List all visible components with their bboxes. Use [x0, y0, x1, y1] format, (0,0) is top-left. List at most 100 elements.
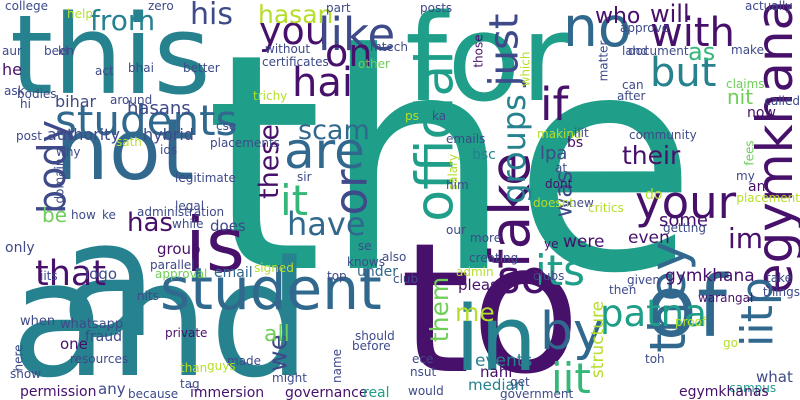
cloud-word: given	[627, 273, 661, 287]
cloud-word: ye	[544, 237, 559, 251]
cloud-word: if	[540, 78, 569, 131]
cloud-word: this	[10, 0, 211, 119]
cloud-word: me	[455, 298, 495, 327]
cloud-word: called	[764, 94, 800, 108]
cloud-word: please	[458, 276, 508, 294]
cloud-word: and	[10, 226, 312, 400]
cloud-word: at	[555, 161, 568, 175]
cloud-word: fees	[742, 140, 757, 166]
cloud-word: like	[318, 8, 396, 61]
cloud-word: knows	[347, 255, 385, 269]
cloud-word: aur	[2, 44, 22, 58]
cloud-word: are	[284, 122, 365, 180]
cloud-word: it	[280, 176, 309, 225]
cloud-word: median	[468, 376, 525, 394]
cloud-word: the	[205, 0, 698, 339]
cloud-word: help	[67, 7, 93, 21]
cloud-word: groups	[494, 94, 533, 204]
cloud-word: placement	[736, 191, 800, 205]
cloud-word: bhai	[128, 61, 154, 75]
cloud-word: ask	[4, 84, 25, 98]
cloud-word: so	[497, 251, 548, 304]
cloud-word: egymkhanas	[679, 384, 769, 400]
cloud-word: cse	[216, 119, 237, 133]
cloud-word: go	[723, 336, 738, 350]
cloud-word: get	[510, 375, 530, 389]
cloud-word: signed	[254, 261, 294, 275]
cloud-word: without	[265, 42, 311, 56]
cloud-word: he	[2, 60, 22, 79]
cloud-word: any	[98, 380, 126, 398]
cloud-word: here	[11, 344, 26, 372]
cloud-word: were	[563, 232, 605, 252]
cloud-word: do	[645, 187, 663, 203]
cloud-word: only	[5, 240, 35, 256]
cloud-word: hai	[292, 60, 353, 106]
cloud-word: show	[10, 367, 42, 381]
cloud-word: because	[128, 387, 179, 400]
cloud-word: getting	[663, 221, 706, 235]
cloud-word: authority	[47, 125, 120, 144]
cloud-word: club	[393, 272, 419, 286]
cloud-word: them	[425, 276, 455, 343]
cloud-word: toh	[645, 352, 665, 366]
cloud-word: email	[214, 265, 253, 281]
cloud-word: logo	[85, 265, 118, 283]
cloud-word: creating	[469, 251, 519, 265]
cloud-word: now	[747, 105, 776, 121]
cloud-word: zero	[148, 0, 174, 13]
cloud-word: who	[595, 4, 641, 29]
cloud-word: nit	[727, 85, 754, 109]
cloud-word: after	[617, 89, 646, 103]
cloud-word: you	[259, 9, 329, 53]
cloud-word: from	[90, 4, 156, 37]
cloud-word: no	[563, 0, 632, 59]
cloud-word: events	[475, 351, 533, 371]
cloud-word: name	[330, 348, 345, 384]
cloud-word: one	[60, 335, 88, 353]
cloud-word: scam	[298, 115, 370, 146]
cloud-word: might	[272, 371, 307, 385]
cloud-word: administration	[137, 205, 225, 219]
cloud-word: document	[628, 44, 689, 58]
cloud-word: to	[400, 205, 581, 400]
cloud-word: lpa	[540, 143, 568, 164]
cloud-word: have	[287, 205, 366, 243]
cloud-word: post	[16, 129, 42, 143]
cloud-word: by	[540, 302, 604, 362]
cloud-word: those	[471, 34, 486, 68]
cloud-word: iits	[40, 269, 58, 283]
cloud-word: kl	[58, 44, 69, 58]
cloud-word: mtech	[370, 40, 408, 54]
cloud-word: sath	[116, 135, 142, 149]
cloud-word: your	[635, 176, 737, 229]
cloud-word: then	[609, 283, 637, 297]
cloud-word: legitimate	[175, 171, 236, 185]
cloud-word: fraud	[85, 329, 123, 345]
cloud-word: students	[55, 96, 238, 145]
cloud-word: iiit	[574, 126, 589, 140]
cloud-word: that	[35, 254, 107, 294]
cloud-word: around	[110, 93, 153, 107]
cloud-word: tag	[180, 377, 200, 391]
cloud-word: ids	[160, 143, 178, 157]
cloud-word: patna	[600, 292, 707, 335]
cloud-word: under	[357, 264, 399, 280]
cloud-word: admin	[456, 265, 494, 279]
cloud-word: ps	[405, 109, 419, 123]
cloud-word: clubs	[533, 269, 565, 283]
cloud-word: even	[628, 228, 670, 248]
cloud-word: his	[190, 0, 233, 32]
cloud-word: our	[446, 223, 466, 237]
cloud-word: part	[326, 1, 351, 15]
cloud-word: hi	[20, 97, 31, 111]
cloud-word: him	[446, 178, 469, 192]
cloud-word: nits	[137, 289, 159, 303]
cloud-word: bihar	[55, 92, 97, 111]
cloud-word: warangal	[698, 291, 754, 305]
cloud-word: guys	[207, 359, 236, 373]
cloud-word: critics	[588, 201, 624, 215]
cloud-word: make	[731, 43, 764, 57]
cloud-word: structure	[588, 300, 609, 379]
